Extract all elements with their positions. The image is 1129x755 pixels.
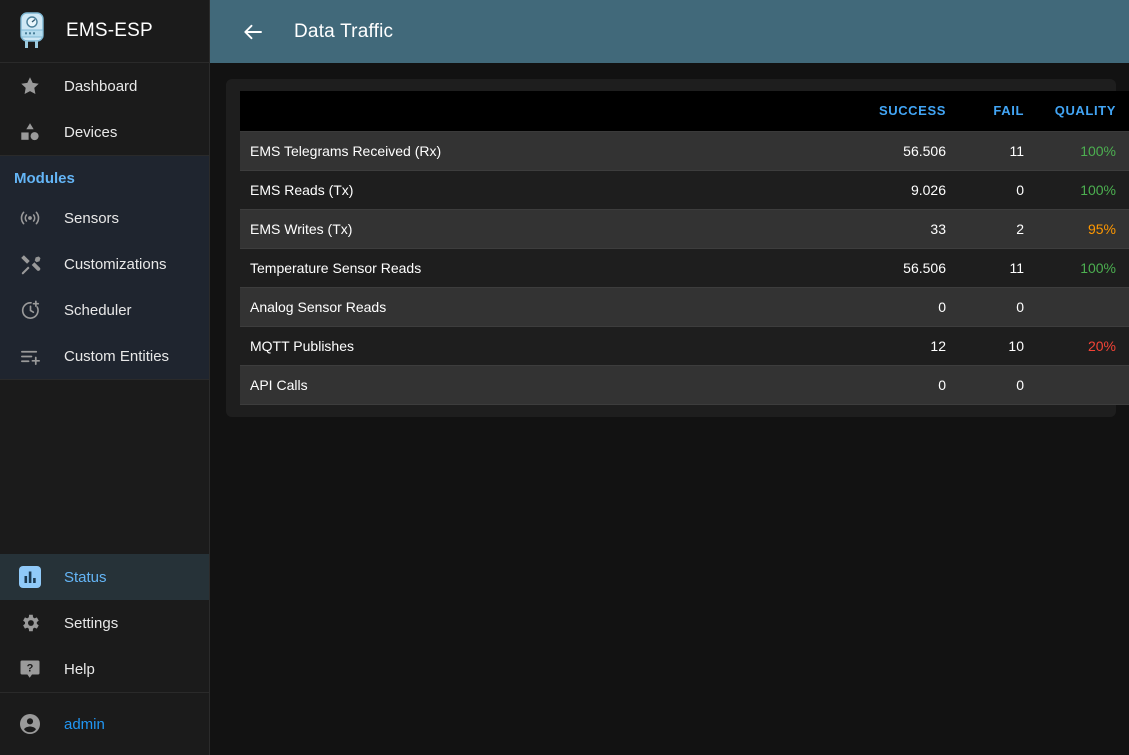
cell-name: EMS Telegrams Received (Rx) bbox=[240, 130, 840, 171]
table-row: Temperature Sensor Reads 56.506 11 100% bbox=[240, 247, 1129, 288]
table-row: MQTT Publishes 12 10 20% bbox=[240, 325, 1129, 366]
cell-quality bbox=[1038, 286, 1129, 327]
sidebar-item-settings[interactable]: Settings bbox=[0, 600, 209, 646]
cell-quality: 100% bbox=[1038, 247, 1129, 288]
sidebar-item-devices[interactable]: Devices bbox=[0, 109, 209, 155]
sidebar-section-modules: Modules bbox=[14, 170, 75, 187]
cell-quality: 20% bbox=[1038, 325, 1129, 366]
sidebar-item-label: Devices bbox=[64, 123, 118, 141]
data-traffic-table: SUCCESS FAIL QUALITY EMS Telegrams Recei… bbox=[240, 91, 1129, 405]
cell-success: 33 bbox=[840, 208, 960, 249]
sidebar-bottom-group: Status Settings ? Help bbox=[0, 554, 209, 692]
cell-fail: 11 bbox=[960, 247, 1038, 288]
sidebar-item-label: Sensors bbox=[64, 209, 120, 227]
cell-name: EMS Reads (Tx) bbox=[240, 169, 840, 210]
cell-quality: 95% bbox=[1038, 208, 1129, 249]
cell-fail: 0 bbox=[960, 169, 1038, 210]
table-head: SUCCESS FAIL QUALITY bbox=[240, 91, 1129, 132]
sidebar-user-admin[interactable]: admin bbox=[0, 692, 209, 755]
arrow-left-icon[interactable] bbox=[240, 19, 266, 45]
cell-success: 0 bbox=[840, 286, 960, 327]
column-header-name bbox=[240, 91, 840, 132]
column-header-success: SUCCESS bbox=[840, 91, 960, 132]
cell-success: 0 bbox=[840, 364, 960, 405]
table-row: EMS Reads (Tx) 9.026 0 100% bbox=[240, 169, 1129, 210]
cell-quality: 100% bbox=[1038, 130, 1129, 171]
data-traffic-card: SUCCESS FAIL QUALITY EMS Telegrams Recei… bbox=[226, 79, 1129, 417]
shapes-icon bbox=[16, 118, 44, 146]
list-plus-icon bbox=[16, 342, 44, 370]
table-header-row: SUCCESS FAIL QUALITY bbox=[240, 91, 1129, 132]
sidebar-item-label: Help bbox=[64, 660, 95, 678]
brand-title: EMS-ESP bbox=[66, 20, 153, 41]
cell-fail: 0 bbox=[960, 286, 1038, 327]
cell-quality bbox=[1038, 364, 1129, 405]
cell-fail: 2 bbox=[960, 208, 1038, 249]
cell-name: Temperature Sensor Reads bbox=[240, 247, 840, 288]
sidebar-item-dashboard[interactable]: Dashboard bbox=[0, 63, 209, 109]
table-row: EMS Telegrams Received (Rx) 56.506 11 10… bbox=[240, 130, 1129, 171]
cell-name: API Calls bbox=[240, 364, 840, 405]
bar-chart-icon bbox=[16, 563, 44, 591]
cell-success: 9.026 bbox=[840, 169, 960, 210]
cell-fail: 11 bbox=[960, 130, 1038, 171]
sidebar-item-help[interactable]: ? Help bbox=[0, 646, 209, 692]
column-header-quality: QUALITY bbox=[1038, 91, 1129, 132]
sidebar-item-label: Custom Entities bbox=[64, 347, 170, 365]
sidebar-primary-group: Dashboard Devices bbox=[0, 63, 209, 156]
sidebar-item-label: Scheduler bbox=[64, 301, 132, 319]
sidebar-item-scheduler[interactable]: Scheduler bbox=[0, 287, 209, 333]
table-row: API Calls 0 0 bbox=[240, 364, 1129, 405]
cell-success: 12 bbox=[840, 325, 960, 366]
page-title: Data Traffic bbox=[294, 20, 394, 42]
svg-text:?: ? bbox=[27, 662, 34, 674]
sidebar-item-customizations[interactable]: Customizations bbox=[0, 241, 209, 287]
sidebar-item-label: Status bbox=[64, 568, 107, 586]
topbar: Data Traffic bbox=[210, 0, 1129, 63]
table-row: Analog Sensor Reads 0 0 bbox=[240, 286, 1129, 327]
sidebar-modules-group: Modules Sensors bbox=[0, 156, 209, 380]
table-body: EMS Telegrams Received (Rx) 56.506 11 10… bbox=[240, 130, 1129, 405]
gear-icon bbox=[16, 609, 44, 637]
cell-name: MQTT Publishes bbox=[240, 325, 840, 366]
cell-quality: 100% bbox=[1038, 169, 1129, 210]
brand-header[interactable]: EMS-ESP bbox=[0, 0, 209, 63]
question-mark-icon: ? bbox=[16, 655, 44, 683]
sidebar-item-label: Customizations bbox=[64, 255, 167, 273]
cell-fail: 0 bbox=[960, 364, 1038, 405]
boiler-icon bbox=[14, 10, 50, 52]
content-area: SUCCESS FAIL QUALITY EMS Telegrams Recei… bbox=[210, 63, 1129, 755]
cell-success: 56.506 bbox=[840, 130, 960, 171]
sidebar-item-custom-entities[interactable]: Custom Entities bbox=[0, 333, 209, 379]
table-row: EMS Writes (Tx) 33 2 95% bbox=[240, 208, 1129, 249]
sidebar-item-label: Settings bbox=[64, 614, 119, 632]
sidebar-spacer bbox=[0, 380, 209, 554]
sidebar: EMS-ESP Dashboard De bbox=[0, 0, 210, 755]
account-circle-icon bbox=[16, 710, 44, 738]
cell-success: 56.506 bbox=[840, 247, 960, 288]
star-icon bbox=[16, 72, 44, 100]
cell-name: Analog Sensor Reads bbox=[240, 286, 840, 327]
sidebar-item-sensors[interactable]: Sensors bbox=[0, 195, 209, 241]
main-area: Data Traffic SUCCESS FAIL QUALITY bbox=[210, 0, 1129, 755]
sidebar-item-status[interactable]: Status bbox=[0, 554, 209, 600]
sensor-signal-icon bbox=[16, 204, 44, 232]
column-header-fail: FAIL bbox=[960, 91, 1038, 132]
sidebar-user-label: admin bbox=[64, 715, 105, 733]
cell-fail: 10 bbox=[960, 325, 1038, 366]
clock-plus-icon bbox=[16, 296, 44, 324]
cell-name: EMS Writes (Tx) bbox=[240, 208, 840, 249]
sidebar-item-label: Dashboard bbox=[64, 77, 138, 95]
tools-icon bbox=[16, 250, 44, 278]
